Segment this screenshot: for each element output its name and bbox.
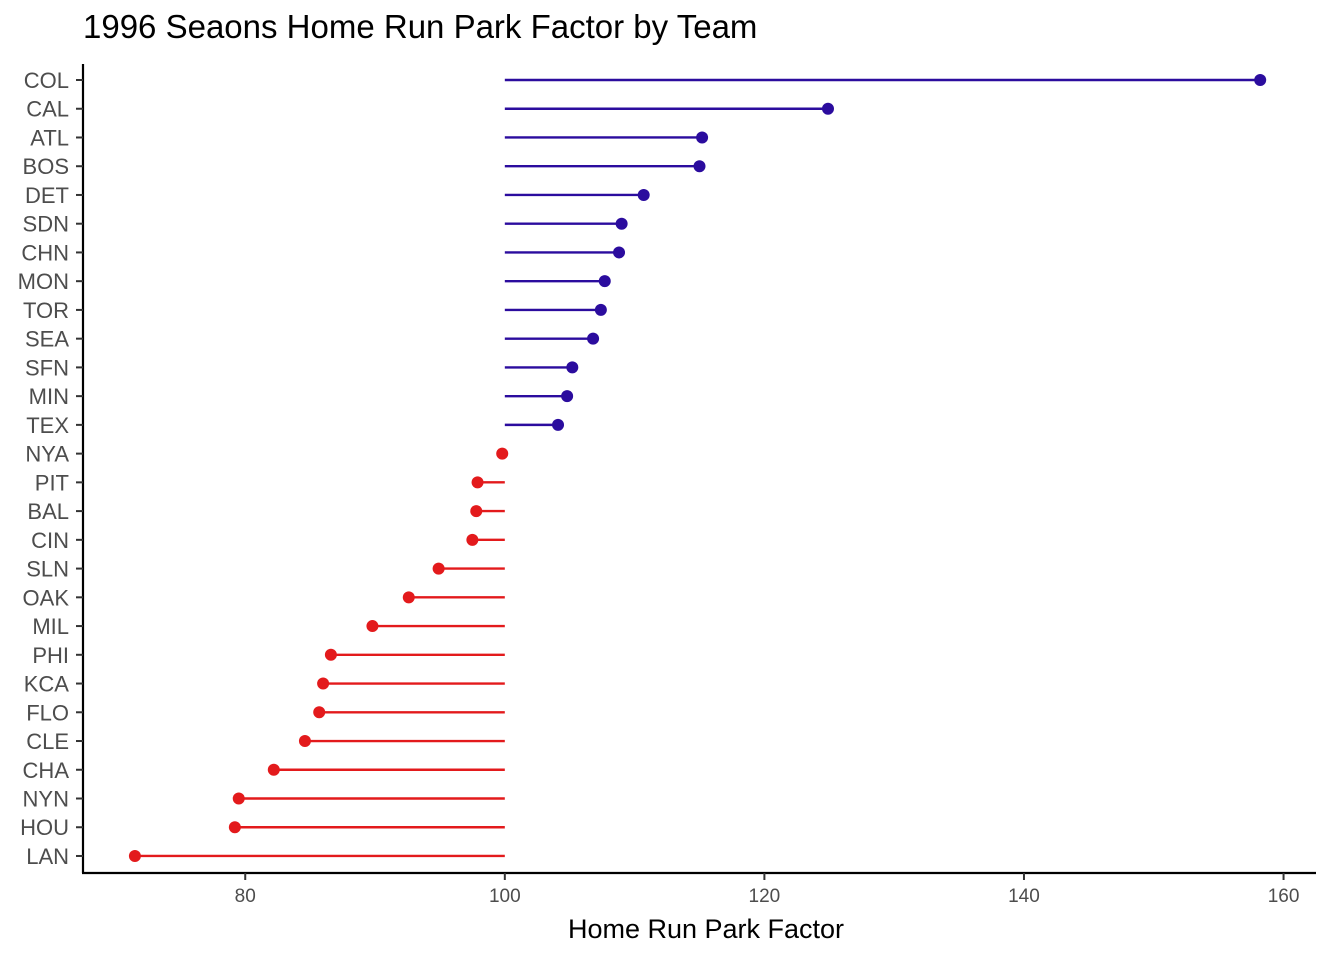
y-tick-label-col: COL	[24, 68, 69, 93]
point-bal	[470, 505, 483, 518]
y-tick-label-sea: SEA	[25, 327, 69, 352]
y-tick-label-tex: TEX	[26, 413, 69, 438]
x-tick-label-160: 160	[1268, 886, 1300, 907]
point-sdn	[615, 217, 628, 230]
y-tick-label-bal: BAL	[27, 499, 69, 524]
point-det	[637, 188, 650, 201]
y-tick-label-cin: CIN	[31, 528, 69, 553]
y-tick-label-mon: MON	[18, 269, 69, 294]
y-tick-label-mil: MIL	[32, 614, 69, 639]
point-nya	[496, 447, 509, 460]
y-tick-label-min: MIN	[29, 384, 69, 409]
y-tick-label-hou: HOU	[20, 815, 69, 840]
x-axis-ticks: 80 100 120 140 160	[235, 873, 1300, 907]
point-hou	[228, 821, 241, 834]
chart-title: 1996 Seaons Home Run Park Factor by Team	[83, 8, 758, 45]
y-tick-label-nyn: NYN	[23, 787, 69, 812]
point-cal	[821, 102, 834, 115]
x-tick-label-100: 100	[489, 886, 521, 907]
y-tick-label-pit: PIT	[35, 470, 69, 495]
y-tick-label-cha: CHA	[23, 758, 70, 783]
point-mil	[366, 620, 379, 633]
point-sln	[432, 562, 445, 575]
point-atl	[696, 131, 709, 144]
point-cha	[267, 763, 280, 776]
axes-layer	[81, 64, 1316, 875]
x-axis-title: Home Run Park Factor	[568, 914, 844, 944]
y-tick-label-bos: BOS	[23, 154, 69, 179]
point-bos	[693, 160, 706, 173]
y-tick-label-sfn: SFN	[25, 355, 69, 380]
y-axis-ticks: COL CAL ATL BOS DET SDN CHN MON TOR SEA SFN MIN TEX N…	[18, 68, 83, 869]
y-tick-label-det: DET	[25, 183, 69, 208]
x-tick-label-120: 120	[749, 886, 781, 907]
point-pit	[471, 476, 484, 489]
y-tick-label-flo: FLO	[26, 700, 69, 725]
point-mon	[598, 275, 611, 288]
y-tick-label-phi: PHI	[32, 643, 69, 668]
point-sfn	[566, 361, 579, 374]
y-tick-label-oak: OAK	[23, 585, 70, 610]
point-phi	[324, 648, 337, 661]
point-chn	[613, 246, 626, 259]
y-tick-label-atl: ATL	[30, 125, 69, 150]
y-tick-label-sln: SLN	[26, 557, 69, 582]
y-tick-label-sdn: SDN	[23, 212, 69, 237]
point-cle	[298, 735, 311, 748]
y-tick-label-nya: NYA	[25, 442, 69, 467]
point-min	[561, 390, 574, 403]
y-tick-label-tor: TOR	[23, 298, 69, 323]
point-col	[1254, 74, 1267, 86]
point-lan	[128, 849, 141, 862]
point-flo	[313, 706, 326, 719]
y-tick-label-kca: KCA	[24, 672, 70, 697]
point-tex	[552, 418, 565, 431]
point-nyn	[232, 792, 245, 805]
y-tick-label-lan: LAN	[26, 844, 69, 869]
y-tick-label-cal: CAL	[26, 97, 69, 122]
marks-layer	[128, 74, 1267, 862]
point-oak	[402, 591, 415, 604]
y-tick-label-cle: CLE	[26, 729, 69, 754]
x-tick-label-140: 140	[1008, 886, 1040, 907]
x-tick-label-80: 80	[235, 886, 256, 907]
y-tick-label-chn: CHN	[21, 240, 69, 265]
point-cin	[466, 533, 479, 546]
point-kca	[317, 677, 330, 690]
point-sea	[587, 332, 600, 345]
point-tor	[594, 303, 607, 316]
